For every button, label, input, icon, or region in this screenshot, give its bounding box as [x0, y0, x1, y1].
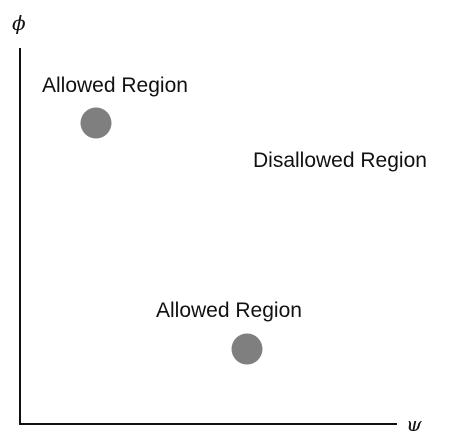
allowed-region-label-upper: Allowed Region: [42, 74, 188, 97]
allowed-region-label-lower: Allowed Region: [156, 299, 302, 322]
allowed-region-marker-lower: [231, 333, 263, 365]
x-axis-label: ψ: [406, 412, 422, 431]
disallowed-region-label: Disallowed Region: [253, 149, 427, 172]
allowed-region-marker-upper: [80, 107, 112, 139]
y-axis-label: ϕ: [12, 11, 26, 35]
